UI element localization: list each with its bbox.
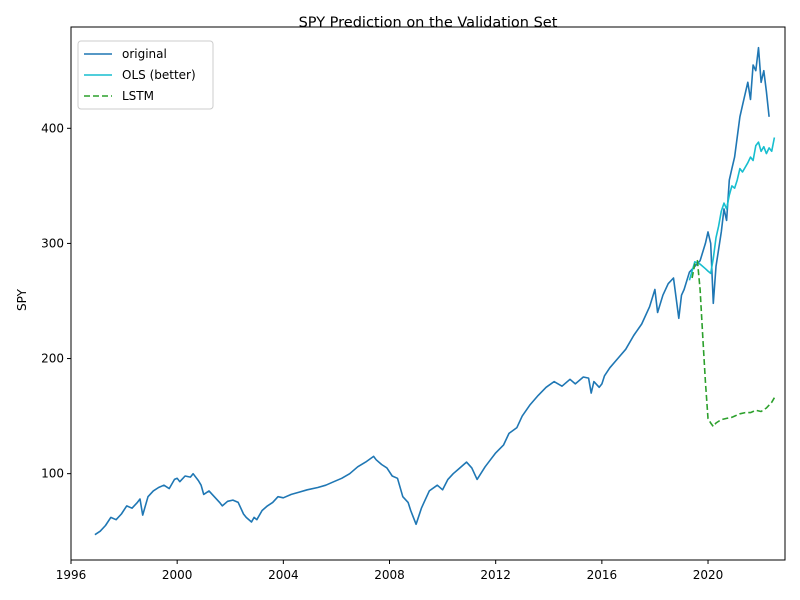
series-line-2 <box>691 259 776 428</box>
legend-label-2: LSTM <box>122 89 154 103</box>
y-tick-label: 200 <box>41 352 64 366</box>
legend-box <box>77 40 214 110</box>
legend-label-0: original <box>122 47 167 61</box>
x-axis: 1996 2000 2004 2008 2012 2016 2020 <box>56 560 724 582</box>
x-tick-label: 2004 <box>268 568 299 582</box>
x-tick-label: 2012 <box>480 568 511 582</box>
y-tick-label: 100 <box>41 467 64 481</box>
y-axis-label: SPY <box>15 288 29 311</box>
series-layer <box>94 46 776 536</box>
x-tick-label: 2000 <box>162 568 193 582</box>
axes-frame <box>70 26 786 561</box>
x-tick-label: 2008 <box>374 568 405 582</box>
legend-label-1: OLS (better) <box>122 68 196 82</box>
chart-title: SPY Prediction on the Validation Set <box>299 15 558 31</box>
x-tick-label: 1996 <box>56 568 87 582</box>
legend: original OLS (better) LSTM <box>77 40 214 110</box>
x-tick-label: 2020 <box>693 568 724 582</box>
y-tick-label: 400 <box>41 121 64 135</box>
y-axis: 100 200 300 400 <box>41 121 71 481</box>
series-line-0 <box>94 46 770 536</box>
series-line-1 <box>688 137 776 281</box>
x-tick-label: 2016 <box>587 568 618 582</box>
y-tick-label: 300 <box>41 236 64 250</box>
